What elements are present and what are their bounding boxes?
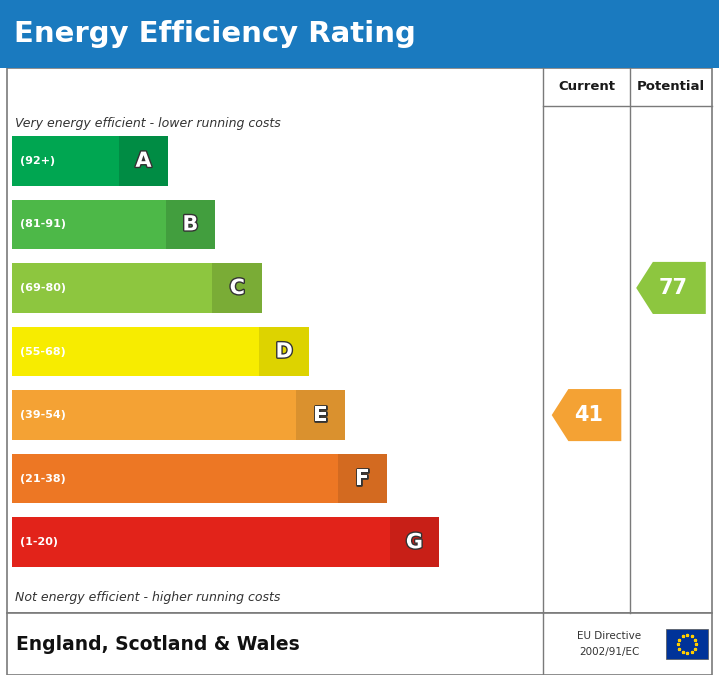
Text: E: E: [313, 405, 328, 425]
Text: C: C: [229, 278, 245, 298]
Bar: [165, 200, 215, 249]
Bar: [12, 263, 262, 313]
Text: England, Scotland & Wales: England, Scotland & Wales: [16, 634, 300, 653]
Text: (92+): (92+): [20, 156, 55, 166]
Bar: [12, 136, 168, 186]
Bar: [666, 629, 708, 659]
Text: (1-20): (1-20): [20, 537, 58, 547]
Text: Potential: Potential: [637, 80, 705, 94]
Bar: [119, 136, 168, 186]
Bar: [213, 263, 262, 313]
Text: (55-68): (55-68): [20, 346, 65, 356]
Polygon shape: [551, 389, 621, 441]
Text: 41: 41: [574, 405, 603, 425]
Text: Not energy efficient - higher running costs: Not energy efficient - higher running co…: [15, 591, 280, 603]
Polygon shape: [636, 262, 706, 314]
Text: EU Directive: EU Directive: [577, 631, 641, 641]
Bar: [390, 518, 439, 567]
Bar: [12, 327, 309, 376]
Bar: [12, 200, 215, 249]
Text: 77: 77: [659, 278, 688, 298]
Bar: [0, 0, 719, 68]
Text: (21-38): (21-38): [20, 474, 65, 484]
Text: B: B: [183, 215, 198, 234]
Bar: [337, 454, 387, 504]
Text: Very energy efficient - lower running costs: Very energy efficient - lower running co…: [15, 117, 280, 130]
Bar: [296, 390, 345, 440]
Bar: [7, 613, 712, 675]
Bar: [12, 518, 439, 567]
Bar: [12, 454, 387, 504]
Text: (69-80): (69-80): [20, 283, 66, 293]
Text: F: F: [355, 468, 370, 489]
Text: 2002/91/EC: 2002/91/EC: [580, 647, 640, 657]
Text: A: A: [135, 151, 152, 171]
Text: Current: Current: [558, 80, 615, 94]
Bar: [7, 68, 712, 613]
Text: G: G: [406, 532, 423, 552]
Text: (81-91): (81-91): [20, 219, 66, 230]
Bar: [12, 390, 345, 440]
Text: D: D: [275, 342, 293, 362]
Text: (39-54): (39-54): [20, 410, 66, 420]
Text: Energy Efficiency Rating: Energy Efficiency Rating: [14, 20, 416, 48]
Bar: [260, 327, 309, 376]
